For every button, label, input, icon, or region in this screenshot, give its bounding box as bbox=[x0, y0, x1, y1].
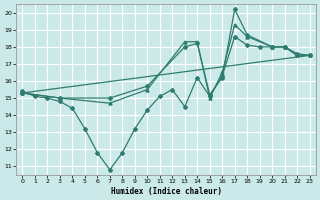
X-axis label: Humidex (Indice chaleur): Humidex (Indice chaleur) bbox=[110, 187, 221, 196]
